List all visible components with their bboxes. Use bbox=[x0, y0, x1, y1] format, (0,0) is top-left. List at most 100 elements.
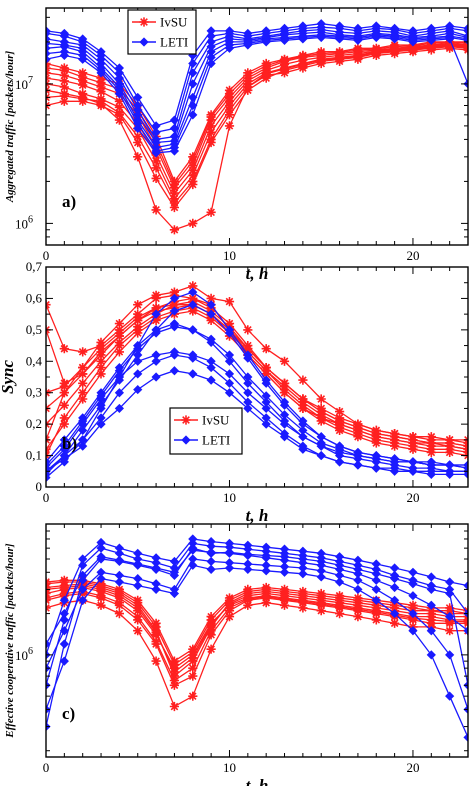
data-point bbox=[59, 615, 69, 625]
data-point bbox=[188, 176, 198, 186]
data-point bbox=[206, 375, 216, 385]
data-point bbox=[133, 598, 143, 608]
data-point bbox=[390, 457, 400, 467]
data-point bbox=[133, 554, 143, 564]
data-point bbox=[353, 432, 363, 442]
series-ivsu-4 bbox=[46, 297, 468, 451]
data-point bbox=[408, 613, 418, 623]
series-line bbox=[46, 45, 468, 205]
data-point bbox=[445, 460, 455, 470]
data-point bbox=[408, 44, 418, 54]
data-point bbox=[59, 608, 69, 619]
data-point bbox=[188, 79, 198, 89]
series-line bbox=[46, 304, 468, 441]
data-point bbox=[371, 23, 381, 33]
data-point bbox=[426, 626, 436, 636]
data-point bbox=[206, 47, 216, 57]
data-point bbox=[243, 70, 253, 80]
data-point bbox=[243, 38, 253, 49]
data-point bbox=[96, 400, 106, 410]
data-point bbox=[206, 112, 216, 122]
data-point bbox=[188, 545, 198, 555]
data-point bbox=[334, 23, 345, 33]
data-point bbox=[371, 615, 381, 625]
legend-marker bbox=[139, 17, 149, 27]
data-point bbox=[59, 344, 69, 354]
data-point bbox=[151, 146, 161, 156]
legend-entry-ivsu: IvSU bbox=[132, 15, 188, 30]
data-point bbox=[224, 356, 235, 366]
data-point bbox=[188, 350, 198, 360]
data-point bbox=[169, 300, 179, 310]
data-point bbox=[96, 552, 106, 562]
data-point bbox=[114, 598, 124, 608]
series-leti-10 bbox=[46, 534, 468, 660]
data-point bbox=[261, 560, 271, 570]
data-point bbox=[224, 612, 235, 622]
data-point bbox=[151, 553, 161, 563]
y-tick-label: 0,4 bbox=[26, 353, 43, 368]
data-point bbox=[114, 85, 124, 95]
data-point bbox=[224, 328, 235, 338]
data-point bbox=[96, 413, 106, 423]
data-point bbox=[188, 554, 198, 564]
data-point bbox=[133, 312, 143, 322]
data-point bbox=[224, 89, 235, 99]
data-point bbox=[169, 667, 179, 677]
legend-label: LETI bbox=[202, 433, 230, 448]
data-point bbox=[243, 82, 253, 92]
plot-area bbox=[46, 19, 468, 235]
data-point bbox=[298, 51, 308, 61]
data-point bbox=[390, 46, 400, 56]
data-point bbox=[426, 466, 436, 476]
data-point bbox=[316, 548, 326, 558]
y-tick-exponent: 6 bbox=[28, 214, 33, 225]
data-point bbox=[279, 400, 290, 410]
data-point bbox=[335, 407, 345, 417]
panel-b: 0 10 20 0 0,1 0,2 0,3 0,4 0,5 0,6 0,7 t, h Sync b) IvS… bbox=[0, 259, 469, 525]
data-point bbox=[353, 612, 363, 622]
data-point bbox=[59, 47, 69, 57]
data-point bbox=[59, 595, 69, 605]
x-tick-label: 0 bbox=[43, 760, 50, 775]
data-point bbox=[353, 51, 363, 61]
data-point bbox=[445, 41, 455, 51]
data-point bbox=[243, 600, 253, 610]
data-point bbox=[316, 560, 326, 570]
data-point bbox=[224, 369, 235, 379]
data-point bbox=[169, 680, 179, 690]
data-point bbox=[371, 584, 381, 595]
data-point bbox=[46, 460, 51, 470]
data-point bbox=[316, 450, 326, 461]
legend-entry-leti: LETI bbox=[174, 433, 230, 448]
data-point bbox=[46, 639, 51, 649]
data-point bbox=[426, 606, 436, 616]
data-point bbox=[188, 171, 198, 181]
data-point bbox=[371, 607, 381, 617]
data-point bbox=[133, 603, 143, 613]
data-point bbox=[408, 603, 418, 613]
data-point bbox=[206, 134, 216, 144]
data-point bbox=[243, 325, 253, 335]
data-point bbox=[426, 43, 436, 53]
data-point bbox=[243, 397, 253, 407]
data-point bbox=[390, 32, 400, 43]
data-point bbox=[426, 432, 436, 442]
plot-area bbox=[46, 281, 468, 483]
data-point bbox=[169, 123, 180, 133]
data-point bbox=[426, 650, 436, 660]
legend-entry-ivsu: IvSU bbox=[174, 413, 230, 428]
data-point bbox=[298, 603, 308, 613]
series-ivsu-5 bbox=[46, 300, 468, 457]
data-point bbox=[279, 410, 290, 420]
y-tick-label: 0,7 bbox=[26, 259, 43, 274]
data-point bbox=[78, 554, 88, 564]
data-point bbox=[59, 656, 69, 666]
data-point bbox=[169, 198, 179, 208]
data-point bbox=[133, 152, 143, 162]
data-point bbox=[261, 598, 271, 608]
data-point bbox=[334, 570, 345, 580]
series-line bbox=[46, 310, 468, 457]
data-point bbox=[261, 553, 271, 563]
